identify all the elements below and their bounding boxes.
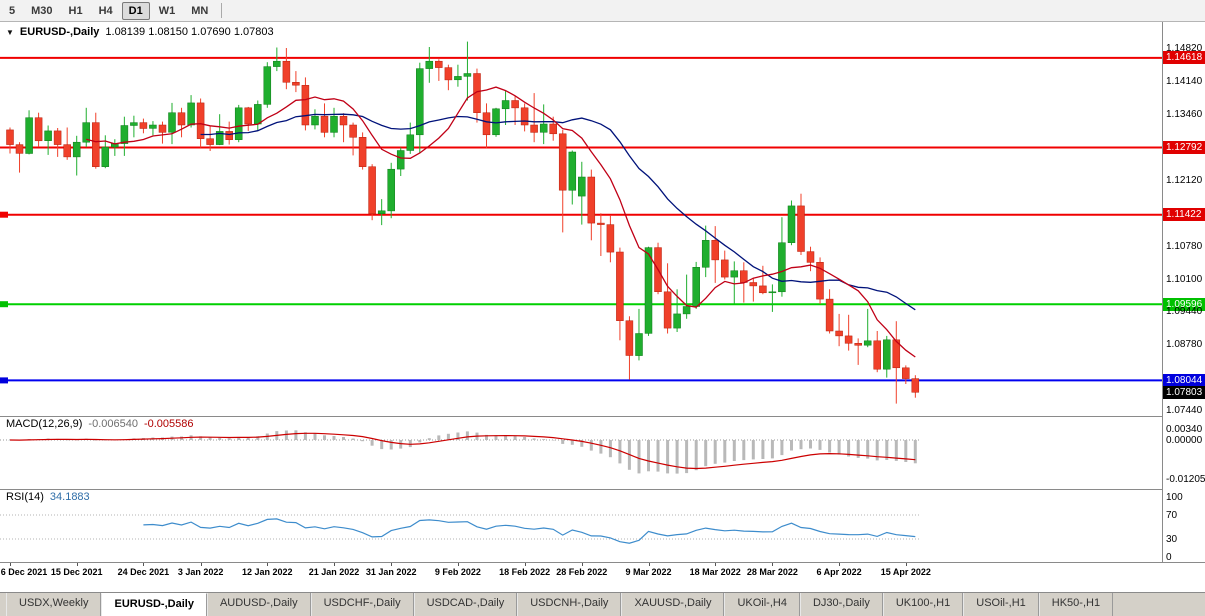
time-axis-label-15-apr-2022: 15 Apr 2022	[880, 567, 931, 577]
chart-tab-audusd-daily[interactable]: AUDUSD-,Daily	[206, 593, 311, 616]
time-axis-tick	[905, 562, 907, 566]
macd-header: MACD(12,26,9) -0.006540 -0.005586	[6, 418, 194, 430]
timeframe-button-m30[interactable]: M30	[31, 4, 53, 17]
toolbar-separator	[221, 3, 223, 18]
chart-header: ▼ EURUSD-,Daily 1.08139 1.08150 1.07690 …	[6, 26, 274, 38]
time-axis-label-21-jan-2022: 21 Jan 2022	[308, 567, 360, 577]
time-axis-label-18-mar-2022: 18 Mar 2022	[689, 567, 741, 577]
time-axis[interactable]: 6 Dec 2021 15 Dec 2021 24 Dec 2021 3 Jan 20…	[0, 562, 1205, 592]
chart-tab-usdcnh-daily[interactable]: USDCNH-,Daily	[517, 593, 622, 616]
macd-panel: MACD(12,26,9) -0.006540 -0.005586	[0, 416, 1205, 489]
timeframe-button-h1[interactable]: H1	[68, 4, 83, 17]
time-axis-label-6-dec-2021: 6 Dec 2021	[0, 567, 48, 577]
macd-canvas[interactable]	[0, 416, 1162, 489]
price-axis-label-1.13460: 1.13460	[1166, 109, 1203, 121]
price-axis[interactable]: 1.14820 1.14618 1.14140 1.13460 1.12792 1.121…	[1162, 22, 1205, 563]
timeframe-button-5[interactable]: 5	[9, 4, 16, 17]
timeframe-button-d1[interactable]: D1	[121, 1, 150, 20]
rsi-axis-label-30: 30	[1166, 534, 1178, 545]
time-axis-tick	[524, 562, 526, 566]
price-axis-label-1.14820: 1.14820	[1166, 42, 1203, 54]
chart-dropdown-icon[interactable]: ▼	[6, 27, 14, 37]
main-chart-panel: ▼ EURUSD-,Daily 1.08139 1.08150 1.07690 …	[0, 22, 1205, 416]
chart-tab-ukoil-h4[interactable]: UKOil-,H4	[724, 593, 800, 616]
chart-ohlc-values: 1.08139 1.08150 1.07690 1.07803	[105, 26, 274, 38]
time-axis-tick	[76, 562, 78, 566]
main-chart-canvas[interactable]	[0, 22, 1162, 416]
time-axis-tick	[457, 562, 459, 566]
price-axis-label-1.08780: 1.08780	[1166, 338, 1203, 350]
time-axis-tick	[391, 562, 393, 566]
rsi-header: RSI(14) 34.1883	[6, 491, 90, 503]
macd-axis-label-0.00340: 0.00340	[1166, 424, 1203, 436]
price-axis-label-1.07803: 1.07803	[1163, 385, 1205, 399]
time-axis-label-6-apr-2022: 6 Apr 2022	[816, 567, 862, 577]
chart-tab-usdchf-daily[interactable]: USDCHF-,Daily	[310, 593, 414, 616]
chart-tab-usoil-h1[interactable]: USOil-,H1	[963, 593, 1039, 616]
price-axis-label-1.10780: 1.10780	[1166, 240, 1203, 252]
macd-signal-value: -0.005586	[143, 418, 194, 430]
macd-axis-label-0.00000: 0.00000	[1166, 435, 1203, 446]
time-axis-label-31-jan-2022: 31 Jan 2022	[365, 567, 417, 577]
rsi-axis-label-70: 70	[1166, 510, 1178, 521]
time-axis-tick	[267, 562, 269, 566]
time-axis-label-28-mar-2022: 28 Mar 2022	[746, 567, 798, 577]
time-axis-label-15-dec-2021: 15 Dec 2021	[50, 567, 103, 577]
chart-tab-dj30-daily[interactable]: DJ30-,Daily	[799, 593, 883, 616]
macd-label: MACD(12,26,9)	[6, 418, 83, 430]
time-axis-label-18-feb-2022: 18 Feb 2022	[499, 567, 551, 577]
time-axis-tick	[334, 562, 335, 566]
price-axis-label-1.08044: 1.08044	[1163, 373, 1205, 387]
chart-tab-usdcad-daily[interactable]: USDCAD-,Daily	[413, 593, 518, 616]
time-axis-tick	[839, 562, 841, 566]
time-axis-tick	[772, 562, 774, 566]
time-axis-label-9-mar-2022: 9 Mar 2022	[625, 567, 672, 577]
price-axis-label-1.12792: 1.12792	[1163, 141, 1205, 154]
price-axis-label-1.14618: 1.14618	[1163, 51, 1205, 65]
time-axis-label-9-feb-2022: 9 Feb 2022	[434, 567, 481, 577]
rsi-value: 34.1883	[49, 491, 90, 503]
chart-symbol-label: EURUSD-,Daily	[19, 26, 100, 38]
time-axis-tick	[200, 562, 202, 566]
time-axis-label-3-jan-2022: 3 Jan 2022	[177, 567, 224, 577]
price-axis-label-1.11422: 1.11422	[1163, 208, 1205, 222]
chart-tab-uk100-h1[interactable]: UK100-,H1	[882, 593, 964, 616]
rsi-label: RSI(14)	[6, 491, 44, 503]
time-axis-tick	[143, 562, 145, 566]
price-axis-label-1.10100: 1.10100	[1166, 274, 1203, 285]
price-axis-label-1.07440: 1.07440	[1166, 404, 1203, 416]
panel-divider[interactable]	[0, 416, 1205, 417]
time-axis-label-12-jan-2022: 12 Jan 2022	[242, 567, 293, 577]
timeframe-button-w1[interactable]: W1	[158, 4, 176, 17]
timeframe-toolbar: 5 M30 H1 H4 D1 W1 MN	[0, 0, 1205, 22]
time-axis-tick	[648, 562, 650, 566]
chart-tab-xauusd-daily[interactable]: XAUUSD-,Daily	[621, 593, 725, 616]
chart-tabs-bar: USDX,Weekly EURUSD-,Daily AUDUSD-,Daily USD…	[0, 592, 1205, 616]
time-axis-label-24-dec-2021: 24 Dec 2021	[117, 567, 170, 577]
timeframe-button-mn[interactable]: MN	[191, 4, 209, 17]
time-axis-tick	[581, 562, 583, 566]
panel-divider	[0, 562, 1205, 563]
price-axis-label-1.09596: 1.09596	[1163, 297, 1205, 311]
chart-tab-usdx-weekly[interactable]: USDX,Weekly	[6, 593, 102, 616]
rsi-canvas[interactable]	[0, 489, 1162, 562]
rsi-axis-label-0: 0	[1166, 552, 1172, 563]
macd-axis-label--0.01205: -0.01205	[1166, 473, 1205, 485]
chart-tab-eurusd-daily[interactable]: EURUSD-,Daily	[101, 593, 207, 616]
rsi-panel: RSI(14) 34.1883	[0, 489, 1205, 562]
time-axis-label-28-feb-2022: 28 Feb 2022	[556, 567, 608, 577]
price-axis-label-1.14140: 1.14140	[1166, 75, 1203, 87]
timeframe-button-h4[interactable]: H4	[98, 4, 113, 17]
price-axis-label-1.12120: 1.12120	[1166, 174, 1203, 186]
time-axis-tick	[10, 562, 11, 566]
chart-tab-hk50-h1[interactable]: HK50-,H1	[1038, 593, 1114, 616]
price-axis-label-1.09440: 1.09440	[1166, 306, 1203, 318]
time-axis-tick	[715, 562, 717, 566]
rsi-axis-label-100: 100	[1166, 492, 1183, 503]
macd-main-value: -0.006540	[88, 418, 138, 430]
panel-divider[interactable]	[0, 489, 1205, 490]
